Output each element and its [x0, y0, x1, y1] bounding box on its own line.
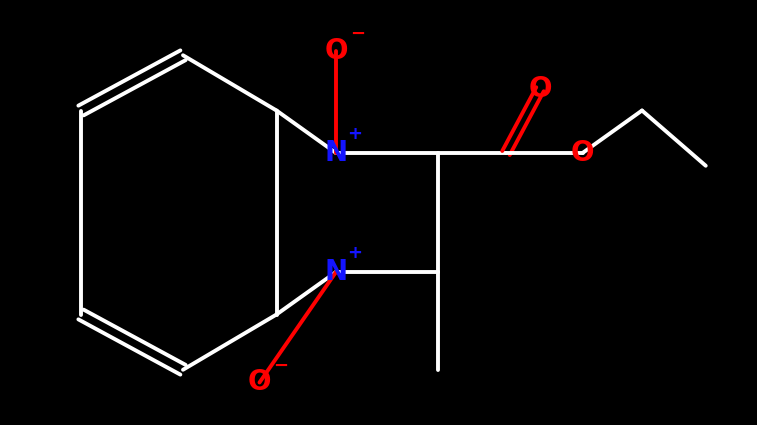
Text: N: N — [325, 258, 347, 286]
Text: +: + — [347, 125, 362, 143]
Text: +: + — [347, 244, 362, 262]
Text: −: − — [273, 357, 288, 374]
Text: O: O — [528, 75, 552, 103]
Text: O: O — [248, 368, 271, 397]
Text: O: O — [324, 37, 347, 65]
Text: −: − — [350, 25, 365, 43]
Text: O: O — [571, 139, 594, 167]
Text: N: N — [325, 139, 347, 167]
